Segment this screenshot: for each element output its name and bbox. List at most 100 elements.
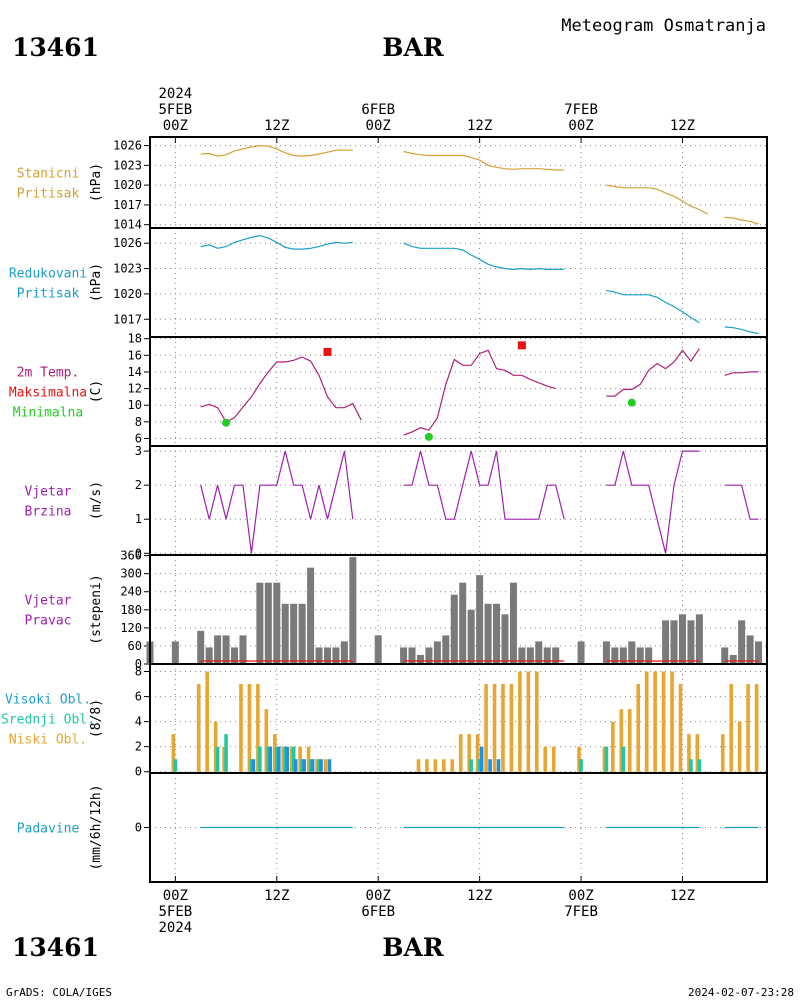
max-temp-marker [323, 347, 332, 356]
time-label-top: 12Z [264, 118, 289, 134]
cloud-bar [695, 734, 700, 772]
panel-label: Visoki Obl. [5, 693, 91, 708]
y-tick-label: 3 [135, 444, 142, 458]
y-tick-label: 2 [135, 478, 142, 492]
wind-direction-bar [619, 647, 627, 664]
cloud-bar [264, 709, 269, 772]
cloud-bar [467, 734, 471, 772]
cloud-bar [619, 709, 624, 772]
cloud-bar [222, 746, 226, 772]
cloud-bar [274, 746, 279, 772]
series-line [200, 234, 353, 250]
cloud-bar [173, 759, 178, 772]
cloud-bar [323, 759, 328, 772]
time-label-top: 6FEB [361, 102, 395, 118]
y-tick-label: 180 [120, 603, 142, 617]
wind-direction-bar [264, 582, 272, 664]
time-label-top: 12Z [467, 118, 492, 134]
max-temp-marker [517, 341, 526, 350]
panel-clouds: 0 2 4 6 8 Visoki Obl. Srednji Obl. Niski Obl.(8… [1, 663, 768, 779]
panel-station_pressure: 1014 1017 1020 1023 1026 Stanicni Pritisak (hPa… [17, 136, 768, 232]
footer-credit: GrADS: COLA/IGES [6, 986, 112, 999]
unit-label: (mm/6h/12h) [89, 784, 104, 870]
cloud-bar [450, 759, 455, 772]
cloud-bar [479, 746, 484, 772]
wind-direction-bar [307, 567, 315, 664]
cloud-bar [285, 746, 290, 772]
y-tick-label: 0 [135, 821, 142, 835]
series-line [606, 450, 700, 554]
y-tick-label: 1014 [113, 218, 142, 232]
panel-label: Padavine [17, 822, 80, 837]
y-tick-label: 4 [135, 715, 142, 729]
y-tick-label: 0 [135, 657, 142, 671]
panel-label: Srednji Obl. [1, 713, 95, 728]
y-tick-label: 8 [135, 665, 142, 679]
time-label-top: 00Z [163, 118, 188, 134]
wind-direction-bar [323, 647, 331, 664]
series-line [200, 144, 353, 157]
cloud-bar [729, 684, 733, 772]
wind-direction-bar [315, 647, 323, 664]
panel-temperature: 6 8 10 12 14 16 18 2m Temp. Maksimalna Minimalna (… [9, 332, 768, 447]
cloud-bar [251, 759, 256, 772]
wind-direction-bar [695, 614, 703, 664]
wind-direction-bar [484, 603, 492, 664]
wind-direction-bar [332, 647, 340, 664]
unit-label: (hPa) [89, 163, 104, 202]
cloud-bar [302, 759, 306, 772]
wind-direction-bar [636, 647, 644, 664]
footer-timestamp: 2024-02-07-23:28 [688, 986, 794, 999]
cloud-bar [670, 671, 674, 772]
station-id-bottom: 13461 [12, 933, 99, 962]
time-label-bottom: 00Z [163, 888, 188, 904]
station-name-bottom: BAR [382, 933, 444, 962]
time-label-bottom: 12Z [467, 888, 492, 904]
wind-direction-bar [433, 641, 441, 664]
panel-label: Vjetar [25, 485, 72, 500]
wind-direction-bar [214, 635, 222, 664]
cloud-bar [308, 759, 313, 772]
time-label-top: 7FEB [564, 102, 598, 118]
wind-direction-bar [509, 582, 517, 664]
series-line [200, 356, 362, 423]
cloud-bar [293, 759, 298, 772]
cloud-bar [289, 746, 294, 772]
cloud-bar [213, 721, 218, 772]
time-label-top: 5FEB [158, 102, 192, 118]
series-line [724, 216, 759, 225]
y-tick-label: 1017 [113, 312, 142, 326]
wind-direction-bar [374, 635, 382, 664]
y-tick-label: 2 [135, 740, 142, 754]
cloud-bar [425, 759, 429, 772]
wind-direction-bar [746, 635, 754, 664]
wind-direction-bar [349, 557, 357, 664]
y-tick-label: 18 [128, 332, 142, 346]
wind-direction-bar [577, 641, 585, 664]
y-tick-label: 1 [135, 512, 142, 526]
cloud-bar [484, 684, 488, 772]
panel-label: Minimalna [13, 406, 83, 421]
panel-wind_direction: 0 60 120 180 240 300 360 Vjetar Pravac (stepeni) [25, 549, 768, 671]
time-label-bottom: 12Z [670, 888, 695, 904]
wind-direction-bar [400, 647, 408, 664]
y-tick-label: 0 [135, 765, 142, 779]
y-tick-label: 6 [135, 690, 142, 704]
wind-direction-bar [408, 647, 416, 664]
chart-title: Meteogram Osmatranja [561, 16, 766, 36]
time-label-bottom: 00Z [366, 888, 391, 904]
wind-direction-bar [729, 654, 737, 664]
y-tick-label: 1020 [113, 178, 142, 192]
series-line [200, 450, 354, 554]
wind-direction-bar [670, 620, 678, 664]
cloud-bar [433, 759, 438, 772]
cloud-bar [283, 746, 288, 772]
unit-label: (8/8) [89, 699, 104, 738]
cloud-bar [256, 684, 260, 772]
cloud-bar [224, 734, 228, 772]
min-temp-marker [424, 432, 433, 441]
wind-direction-bar [231, 647, 239, 664]
